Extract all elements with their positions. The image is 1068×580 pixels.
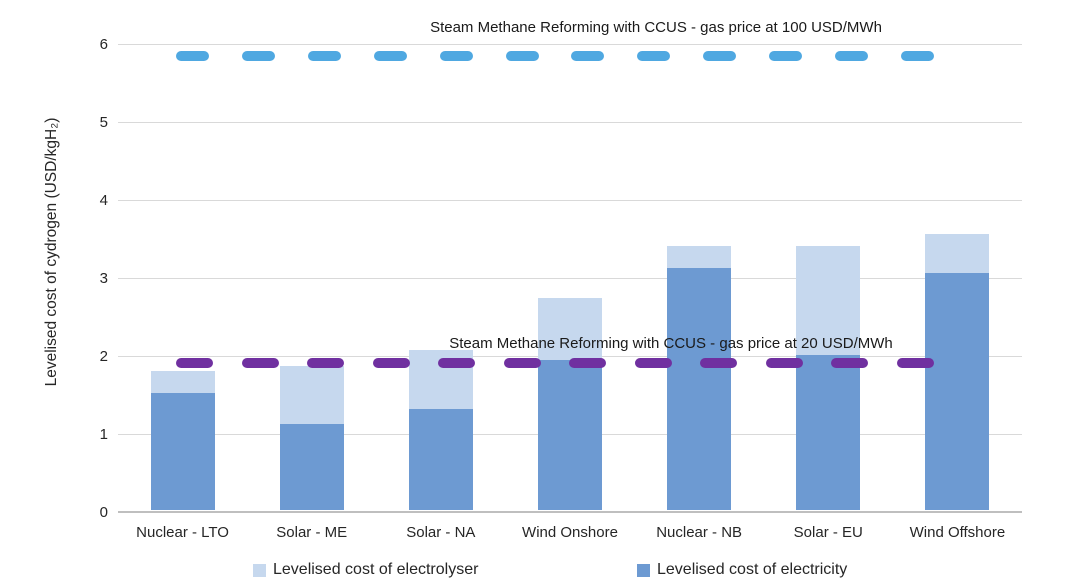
reference-line-dash bbox=[439, 50, 473, 61]
reference-line-smr-ccus-100 bbox=[176, 50, 934, 61]
bar-solar-me bbox=[279, 365, 344, 510]
x-tick-label-nuclear-nb: Nuclear - NB bbox=[656, 524, 743, 541]
reference-line-dash bbox=[373, 50, 407, 61]
reference-line-dash bbox=[176, 358, 213, 369]
bar-wind-onshore bbox=[538, 297, 602, 510]
reference-line-smr-ccus-20 bbox=[176, 358, 934, 369]
legend-item-electricity: Levelised cost of electricity bbox=[637, 561, 847, 579]
gridline-y-3 bbox=[118, 278, 1022, 279]
y-tick-label-3: 3 bbox=[99, 270, 108, 287]
legend: Levelised cost of electrolyser Levelised … bbox=[0, 561, 1068, 580]
legend-swatch-icon bbox=[637, 563, 650, 577]
x-tick-label-solar-na: Solar - NA bbox=[406, 524, 476, 541]
reference-line-dash bbox=[703, 50, 737, 61]
bar-segment-electricity bbox=[925, 272, 990, 510]
bar-segment-electricity bbox=[538, 360, 602, 510]
reference-line-dash bbox=[900, 50, 934, 61]
plot-area bbox=[118, 44, 1022, 513]
bar-segment-electrolyser bbox=[925, 233, 990, 273]
reference-line-20-label: Steam Methane Reforming with CCUS - gas … bbox=[449, 335, 893, 352]
reference-line-dash bbox=[765, 358, 803, 369]
y-tick-label-5: 5 bbox=[99, 114, 108, 131]
reference-line-dash bbox=[307, 358, 345, 369]
gridline-y-6 bbox=[118, 44, 1022, 45]
x-axis-line bbox=[118, 511, 1022, 513]
y-tick-label-0: 0 bbox=[99, 504, 108, 521]
reference-line-dash bbox=[896, 358, 934, 369]
bar-segment-electricity bbox=[279, 424, 344, 510]
y-tick-label-6: 6 bbox=[99, 36, 108, 53]
bar-wind-offshore bbox=[925, 233, 990, 510]
bar-segment-electrolyser bbox=[150, 371, 215, 393]
bar-segment-electricity bbox=[667, 268, 732, 510]
bar-solar-na bbox=[408, 350, 473, 510]
y-tick-label-4: 4 bbox=[99, 192, 108, 209]
reference-line-100-label: Steam Methane Reforming with CCUS - gas … bbox=[430, 19, 882, 36]
reference-line-dash bbox=[241, 50, 275, 61]
y-tick-label-2: 2 bbox=[99, 348, 108, 365]
legend-swatch-icon bbox=[253, 563, 266, 577]
gridline-y-5 bbox=[118, 122, 1022, 123]
reference-line-dash bbox=[503, 358, 541, 369]
x-tick-label-solar-eu: Solar - EU bbox=[793, 524, 863, 541]
y-axis-title: Levelised cost of cydrogen (USD/kgH₂) bbox=[43, 117, 60, 387]
bar-nuclear-lto bbox=[150, 371, 215, 510]
bar-segment-electrolyser bbox=[279, 365, 344, 425]
bar-segment-electricity bbox=[796, 354, 861, 510]
y-tick-label-1: 1 bbox=[99, 426, 108, 443]
bar-segment-electricity bbox=[408, 409, 473, 510]
reference-line-dash bbox=[438, 358, 476, 369]
reference-line-dash bbox=[241, 358, 279, 369]
bar-solar-eu bbox=[796, 245, 861, 510]
reference-line-dash bbox=[637, 50, 671, 61]
reference-line-dash bbox=[307, 50, 341, 61]
bar-segment-electrolyser bbox=[538, 297, 602, 361]
bar-segment-electrolyser bbox=[667, 245, 732, 269]
reference-line-dash bbox=[571, 50, 605, 61]
bar-segment-electrolyser bbox=[796, 245, 861, 355]
x-tick-label-nuclear-lto: Nuclear - LTO bbox=[136, 524, 229, 541]
reference-line-dash bbox=[700, 358, 738, 369]
legend-label: Levelised cost of electricity bbox=[657, 561, 848, 578]
reference-line-dash bbox=[372, 358, 410, 369]
reference-line-dash bbox=[831, 358, 869, 369]
legend-item-electrolyser: Levelised cost of electrolyser bbox=[253, 561, 478, 579]
x-tick-label-wind-onshore: Wind Onshore bbox=[522, 524, 618, 541]
reference-line-dash bbox=[769, 50, 803, 61]
reference-line-dash bbox=[569, 358, 607, 369]
x-tick-label-solar-me: Solar - ME bbox=[276, 524, 348, 541]
reference-line-dash bbox=[505, 50, 539, 61]
reference-line-dash bbox=[835, 50, 869, 61]
bar-segment-electricity bbox=[150, 393, 215, 510]
reference-line-dash bbox=[176, 50, 209, 61]
reference-line-dash bbox=[634, 358, 672, 369]
gridline-y-4 bbox=[118, 200, 1022, 201]
legend-label: Levelised cost of electrolyser bbox=[273, 561, 479, 578]
bar-nuclear-nb bbox=[667, 245, 732, 510]
x-tick-label-wind-offshore: Wind Offshore bbox=[909, 524, 1006, 541]
